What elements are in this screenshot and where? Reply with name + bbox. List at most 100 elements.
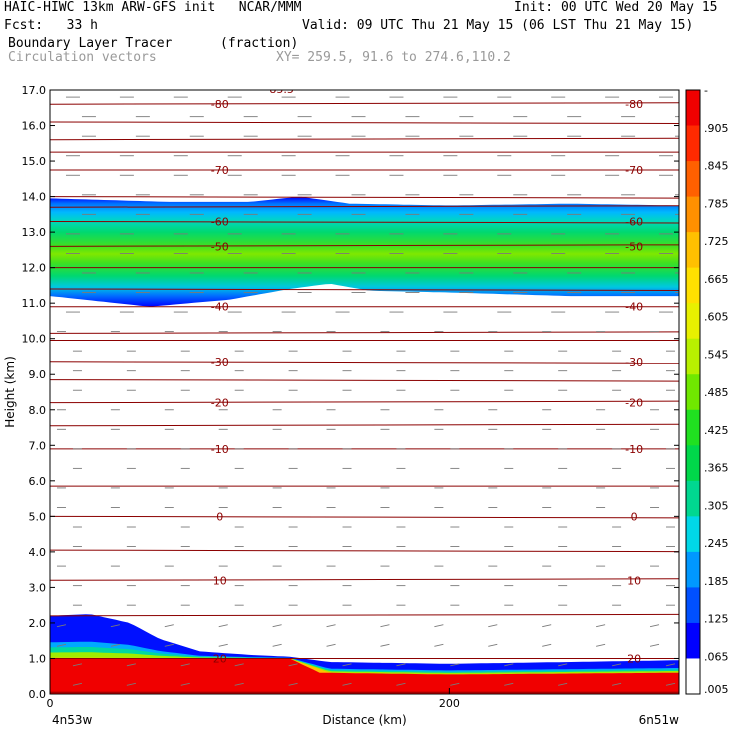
- vector-arrow: [234, 682, 244, 686]
- vector-arrow: [558, 682, 568, 686]
- contour-label: -10: [625, 443, 643, 456]
- vector-arrow: [450, 663, 460, 667]
- colorbar-swatch: [686, 516, 700, 553]
- contour-label: 20: [213, 652, 227, 665]
- colorbar-label: .785: [704, 197, 729, 210]
- header-valid-time: Valid: 09 UTC Thu 21 May 15 (06 LST Thu …: [302, 18, 694, 33]
- contour-label: -30: [625, 356, 643, 369]
- y-tick-label: 9.0: [29, 368, 47, 381]
- colorbar-swatch: [686, 267, 700, 304]
- right-endpoint-label: 6n51w: [639, 713, 680, 727]
- contour-label: 0: [631, 510, 638, 523]
- axes: 0.0 1.0 2.0 3.0 4.0 5.0 6.0 7.0 8.0 9.0 10.0 11.0 12…: [3, 84, 680, 727]
- vector-arrow: [342, 682, 352, 686]
- header-init-time: Init: 00 UTC Wed 20 May 15: [514, 0, 718, 15]
- y-tick-label: 11.0: [22, 297, 47, 310]
- vector-arrow: [396, 682, 406, 686]
- contour-label: -60: [211, 215, 229, 228]
- colorbar-label: .185: [704, 575, 729, 588]
- vector-arrow: [542, 643, 552, 647]
- vector-arrow: [611, 663, 622, 667]
- boundary-layer-core: [50, 658, 679, 694]
- contour-label: -50: [211, 240, 229, 253]
- vector-arrow: [72, 682, 83, 686]
- colorbar-label: .245: [704, 537, 729, 550]
- vector-arrow: [649, 624, 660, 628]
- colorbar-swatch: [686, 161, 700, 198]
- contour-line: [50, 244, 679, 247]
- vector-arrow: [611, 682, 622, 686]
- x-tick-label: 0: [47, 697, 54, 710]
- contour-label: -70: [211, 164, 229, 177]
- contour-line: [50, 515, 679, 519]
- contour-label: -10: [211, 443, 229, 456]
- field-units: (fraction): [220, 36, 299, 51]
- contour-line: [50, 331, 679, 334]
- vector-arrow: [542, 624, 552, 628]
- vector-arrow: [56, 643, 67, 647]
- vector-arrow: [288, 663, 298, 667]
- x-tick-label: 200: [439, 697, 460, 710]
- colorbar-swatch: [686, 196, 700, 233]
- contour-label-partial: -85.5: [265, 83, 293, 96]
- y-tick-label: 6.0: [29, 475, 47, 488]
- colorbar-swatch: [686, 232, 700, 269]
- vector-arrow: [504, 663, 514, 667]
- y-tick-label: 16.0: [22, 120, 47, 133]
- colorbar-swatch: [686, 551, 700, 588]
- y-tick-label: 3.0: [29, 581, 47, 594]
- vector-arrow: [110, 624, 120, 628]
- field-name: Boundary Layer Tracer: [8, 36, 173, 51]
- colorbar-label: .125: [704, 613, 729, 626]
- contour-line: [50, 137, 679, 141]
- colorbar-label: .005: [704, 683, 729, 696]
- contour-line: [50, 549, 679, 553]
- contour-label: 0: [216, 510, 223, 523]
- contour-line: [50, 379, 679, 382]
- contour-line: [50, 121, 679, 124]
- colorbar-swatch: [686, 445, 700, 482]
- colorbar-label: .365: [704, 462, 729, 475]
- cross-section-endpoints: XY= 259.5, 91.6 to 274.6,110.2: [276, 50, 511, 65]
- contour-line: [50, 220, 679, 224]
- y-axis-label: Height (km): [3, 356, 17, 427]
- y-tick-label: 14.0: [22, 191, 47, 204]
- vector-arrow: [596, 624, 606, 628]
- colorbar-swatch: [686, 303, 700, 340]
- colorbar-swatch: [686, 374, 700, 411]
- colorbar-label: .305: [704, 499, 729, 512]
- contour-label: -30: [211, 356, 229, 369]
- y-tick-label: 10.0: [22, 333, 47, 346]
- contour-label: 20: [627, 652, 641, 665]
- vector-arrow: [488, 624, 498, 628]
- contour-label: 10: [213, 574, 227, 587]
- vector-arrow: [504, 682, 514, 686]
- contour-label: -50: [625, 240, 643, 253]
- contour-line: [50, 578, 679, 581]
- vector-arrow: [342, 663, 352, 667]
- y-tick-label: 0.0: [29, 688, 47, 701]
- vector-arrow: [450, 682, 460, 686]
- vector-arrow: [126, 663, 136, 667]
- vector-arrow: [434, 624, 444, 628]
- colorbar-swatch: [686, 409, 700, 446]
- contour-label: -70: [625, 164, 643, 177]
- vector-arrow: [272, 624, 282, 628]
- contour-line: [50, 196, 679, 199]
- vector-arrow: [326, 624, 336, 628]
- vector-arrow: [380, 643, 390, 647]
- contour-line: [50, 205, 679, 208]
- colorbar-frame: [685, 89, 701, 695]
- vector-arrow: [164, 624, 174, 628]
- y-tick-label: 4.0: [29, 546, 47, 559]
- colorbar-label: .905: [704, 122, 729, 135]
- colorbar-label: -: [704, 84, 708, 97]
- y-tick-label: 12.0: [22, 262, 47, 275]
- y-tick-label: 8.0: [29, 404, 47, 417]
- x-axis-label: Distance (km): [322, 713, 406, 727]
- y-tick-label: 13.0: [22, 226, 47, 239]
- colorbar: - .905 .845 .785 .725 .665 .605 .545 .485 .425 .36…: [685, 84, 729, 696]
- vector-arrow: [126, 682, 136, 686]
- vector-arrow: [665, 663, 676, 667]
- colorbar-label: .425: [704, 424, 729, 437]
